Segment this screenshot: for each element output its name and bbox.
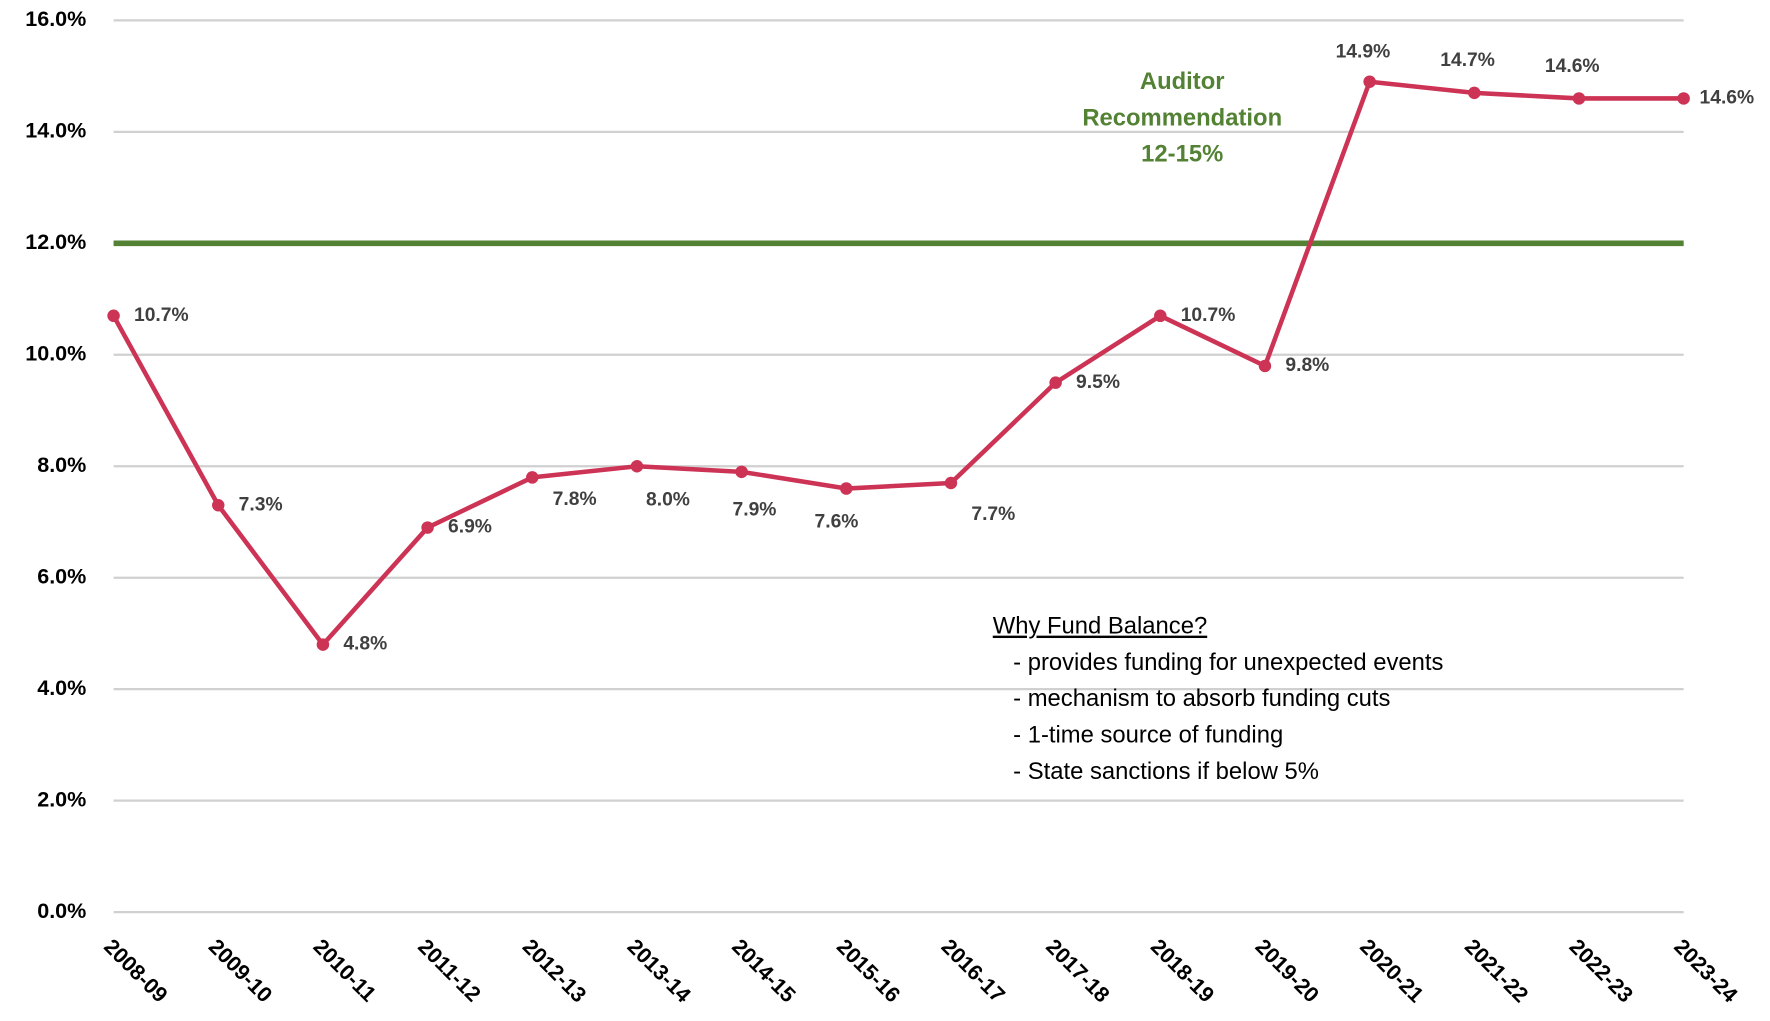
point — [316, 638, 330, 651]
x-tick-label: 2019-20 — [1251, 934, 1325, 1008]
value-label: 14.6% — [1700, 88, 1755, 109]
point — [1258, 359, 1272, 373]
point — [1363, 75, 1376, 88]
annotation: Recommendation — [1082, 104, 1282, 131]
y-tick-label: 14.0% — [25, 118, 86, 143]
value-label: 10.7% — [134, 305, 189, 326]
point — [1154, 309, 1167, 323]
point — [840, 482, 853, 495]
point — [1677, 92, 1690, 105]
value-label: 9.8% — [1285, 355, 1329, 376]
y-tick-label: 0.0% — [37, 898, 86, 923]
value-label: 9.5% — [1076, 372, 1120, 393]
value-label: 7.6% — [815, 512, 859, 533]
x-tick-label: 2020-21 — [1355, 934, 1429, 1008]
value-label: 14.9% — [1336, 41, 1391, 62]
annotation: 12-15% — [1141, 141, 1223, 168]
point — [735, 465, 748, 479]
value-label: 7.9% — [733, 499, 777, 520]
x-tick-label: 2018-19 — [1146, 934, 1220, 1008]
text-box-item: - mechanism to absorb funding cuts — [1013, 685, 1390, 712]
text-box-item: - provides funding for unexpected events — [1013, 649, 1443, 676]
x-tick-label: 2023-24 — [1669, 934, 1743, 1008]
point — [1049, 376, 1062, 389]
y-tick-label: 2.0% — [37, 786, 86, 811]
value-label: 14.7% — [1440, 50, 1495, 71]
value-label: 6.9% — [448, 517, 492, 538]
y-tick-label: 8.0% — [37, 452, 86, 477]
x-tick-label: 2013-14 — [623, 934, 697, 1008]
value-label: 4.8% — [343, 634, 387, 655]
y-tick-label: 10.0% — [25, 340, 86, 365]
value-label: 7.7% — [971, 504, 1015, 525]
x-tick-label: 2014-15 — [727, 934, 801, 1008]
x-tick-label: 2008-09 — [99, 934, 173, 1008]
text-box-title: Why Fund Balance? — [993, 613, 1207, 640]
x-tick-label: 2016-17 — [937, 934, 1011, 1008]
line — [111, 79, 1684, 647]
x-tick-label: 2021-22 — [1460, 934, 1534, 1008]
value-label: 10.7% — [1181, 305, 1236, 326]
x-tick-label: 2011-12 — [413, 934, 486, 1007]
text-box-item: - State sanctions if below 5% — [1013, 758, 1319, 785]
x-tick-label: 2010-11 — [309, 934, 382, 1007]
annotation: Auditor — [1140, 68, 1225, 95]
point — [421, 521, 434, 534]
x-tick-label: 2009-10 — [204, 934, 278, 1008]
value-label: 14.6% — [1545, 56, 1600, 77]
point — [1572, 92, 1586, 105]
y-tick-label: 6.0% — [37, 563, 86, 588]
y-tick-label: 12.0% — [25, 229, 86, 254]
value-label: 7.8% — [553, 489, 597, 510]
point — [944, 476, 958, 490]
point — [107, 309, 120, 323]
text-box-item: - 1-time source of funding — [1013, 722, 1283, 749]
x-tick-label: 2012-13 — [518, 934, 592, 1008]
value-label: 8.0% — [646, 489, 690, 510]
point — [630, 460, 644, 473]
y-tick-label: 4.0% — [37, 675, 86, 700]
y-tick-label: 16.0% — [25, 6, 86, 31]
point — [1468, 86, 1481, 100]
value-label: 7.3% — [239, 494, 283, 515]
x-tick-label: 2017-18 — [1041, 934, 1115, 1008]
x-tick-label: 2022-23 — [1565, 934, 1639, 1008]
point — [212, 499, 225, 512]
point — [526, 471, 539, 484]
x-tick-label: 2015-16 — [832, 934, 906, 1008]
